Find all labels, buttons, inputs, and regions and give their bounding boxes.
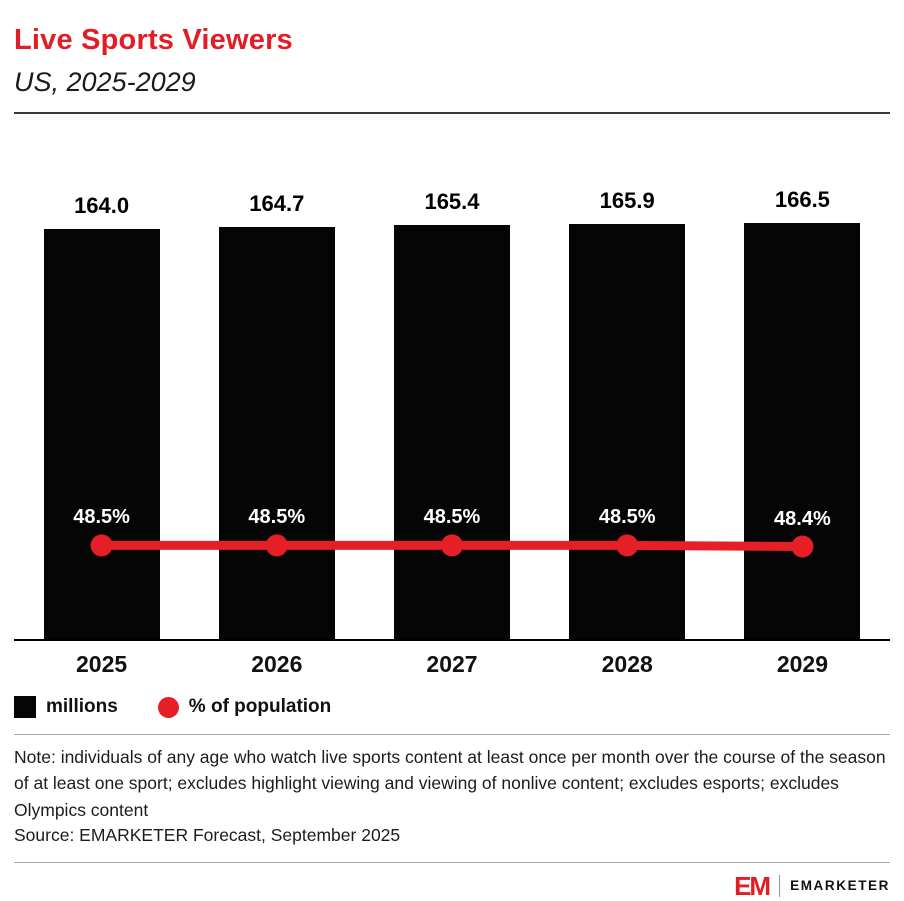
x-axis: 2025 2026 2027 2028 2029 [14,641,890,684]
line-dot [90,534,113,557]
plot-area: 164.0 164.7 165.4 165.9 166.5 48.5% 48.5% 48.5%… [14,187,890,641]
bar-value-label: 166.5 [774,187,830,212]
bar [569,224,686,639]
source-text: Source: EMARKETER Forecast, September 20… [14,824,401,845]
trend-line-layer [90,534,814,558]
brand-row: EM EMARKETER [14,873,890,899]
legend: millions % of population [14,696,890,718]
bar-value-label: 164.7 [249,191,305,216]
pct-label: 48.5% [598,506,656,529]
note-divider-top [14,734,890,735]
x-axis-label: 2029 [776,651,828,677]
bar [218,227,335,639]
note-divider-bottom [14,861,890,863]
bar [744,223,861,639]
note-text: Note: individuals of any age who watch l… [14,747,886,820]
pct-label: 48.5% [423,506,481,529]
pct-label: 48.4% [774,507,831,530]
bar-value-label: 165.9 [599,188,655,213]
page-title: Live Sports Viewers [14,24,293,56]
x-axis-label: 2027 [426,651,478,677]
x-axis-label: 2028 [601,651,653,677]
emarketer-logo-icon: EM [734,870,771,901]
line-dot [791,535,814,558]
legend-swatch-pct [157,696,179,718]
pct-label: 48.5% [248,506,306,529]
x-axis-label: 2026 [251,651,303,677]
line-dot [441,534,463,557]
legend-label-millions: millions [46,696,118,717]
bar-value-label: 164.0 [74,193,130,218]
pct-label: 48.5% [73,506,130,529]
legend-label-pct: % of population [188,696,332,717]
line-dot [265,534,288,557]
line-dot [616,534,639,557]
brand-name: EMARKETER [790,878,890,894]
header-divider [14,112,890,114]
legend-swatch-millions [14,696,36,718]
bar-value-label: 165.4 [424,189,480,214]
page-subtitle: US, 2025-2029 [14,67,196,97]
brand-divider [779,874,781,897]
bar [43,229,160,639]
legend-item-millions: millions [14,696,118,718]
legend-item-pct: % of population [157,696,332,718]
bar [394,225,510,639]
x-axis-label: 2025 [76,651,128,677]
